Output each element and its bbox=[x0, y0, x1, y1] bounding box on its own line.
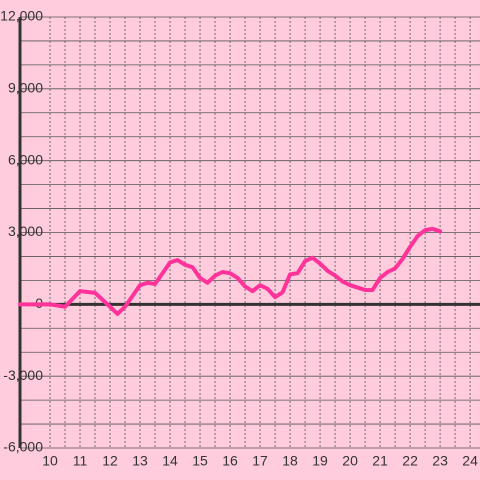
y-tick-label: 12,000 bbox=[0, 8, 43, 24]
x-tick-label: 22 bbox=[402, 453, 418, 469]
x-tick-label: 20 bbox=[342, 453, 358, 469]
x-tick-label: 21 bbox=[372, 453, 388, 469]
x-tick-label: 13 bbox=[132, 453, 148, 469]
x-tick-label: 24 bbox=[462, 453, 478, 469]
x-tick-label: 18 bbox=[282, 453, 298, 469]
y-tick-label: -6,000 bbox=[3, 439, 43, 455]
y-tick-label: 3,000 bbox=[8, 223, 43, 239]
y-tick-label: 9,000 bbox=[8, 80, 43, 96]
x-tick-label: 11 bbox=[73, 453, 88, 469]
x-tick-label: 17 bbox=[252, 453, 268, 469]
y-tick-label: -3,000 bbox=[3, 367, 43, 383]
x-tick-label: 10 bbox=[42, 453, 58, 469]
x-tick-label: 14 bbox=[162, 453, 178, 469]
data-line bbox=[18, 226, 443, 316]
x-tick-label: 23 bbox=[432, 453, 448, 469]
y-tick-label: 6,000 bbox=[8, 151, 43, 167]
x-tick-label: 16 bbox=[222, 453, 238, 469]
x-tick-label: 12 bbox=[102, 453, 118, 469]
x-tick-label: 15 bbox=[192, 453, 208, 469]
x-tick-label: 19 bbox=[312, 453, 328, 469]
